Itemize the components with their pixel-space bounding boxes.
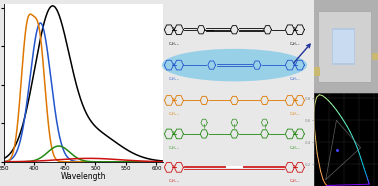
Text: N: N <box>294 165 296 169</box>
X-axis label: Wavelength: Wavelength <box>60 172 106 181</box>
Text: $\mathsf{C_8H_{17}}$: $\mathsf{C_8H_{17}}$ <box>289 178 301 185</box>
Text: $\mathsf{C_6H_{13}}$: $\mathsf{C_6H_{13}}$ <box>168 75 180 83</box>
Text: N: N <box>173 98 175 102</box>
Text: $\mathsf{C_8H_{17}}$: $\mathsf{C_8H_{17}}$ <box>289 144 301 152</box>
Text: $\mathsf{C_6H_{13}}$: $\mathsf{C_6H_{13}}$ <box>168 111 180 118</box>
Text: $\mathsf{C_8H_{17}}$: $\mathsf{C_8H_{17}}$ <box>289 75 301 83</box>
Text: N: N <box>294 131 296 135</box>
Text: N: N <box>173 62 175 67</box>
Bar <box>372 53 378 60</box>
Bar <box>333 30 353 63</box>
Bar <box>314 67 320 76</box>
Text: $\mathsf{C_6H_{13}}$: $\mathsf{C_6H_{13}}$ <box>168 178 180 185</box>
Text: N: N <box>294 62 296 67</box>
Text: $\mathsf{C_6H_{13}}$: $\mathsf{C_6H_{13}}$ <box>168 144 180 152</box>
Text: N: N <box>173 131 175 135</box>
Ellipse shape <box>162 49 307 81</box>
Text: N: N <box>173 165 175 169</box>
Text: $\mathsf{C_8H_{17}}$: $\mathsf{C_8H_{17}}$ <box>289 40 301 48</box>
Text: N: N <box>173 27 175 31</box>
Bar <box>332 28 355 65</box>
Text: N: N <box>294 27 296 31</box>
Text: $\mathsf{C_8H_{17}}$: $\mathsf{C_8H_{17}}$ <box>289 111 301 118</box>
Bar <box>318 11 371 82</box>
Text: $\mathsf{C_6H_{13}}$: $\mathsf{C_6H_{13}}$ <box>168 40 180 48</box>
Text: N: N <box>294 98 296 102</box>
